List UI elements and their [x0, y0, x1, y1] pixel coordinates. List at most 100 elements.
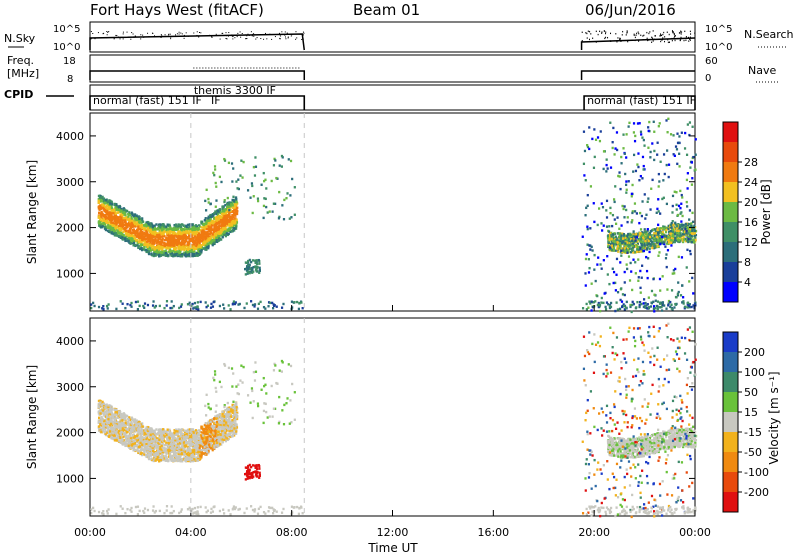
power-cell [617, 250, 620, 253]
power-cell [235, 221, 239, 224]
y-tick-label: 3000 [56, 176, 84, 189]
power-cell [676, 232, 679, 235]
power-cell [682, 240, 685, 244]
power-cell [167, 244, 170, 247]
power-cell [155, 235, 158, 238]
power-cell [131, 219, 134, 222]
power-cell [128, 229, 131, 233]
cpid-segment-label: normal (fast) 151 IF [587, 94, 696, 107]
power-cell [153, 246, 156, 249]
power-cell [109, 222, 112, 226]
y-tick-label: 2000 [56, 222, 84, 235]
power-cell [692, 155, 695, 159]
power-cell [183, 226, 187, 229]
power-cell [164, 246, 167, 249]
power-cell [199, 234, 202, 238]
power-cell [628, 235, 631, 238]
power-cell [225, 210, 228, 213]
power-cell [264, 307, 267, 310]
power-cell [135, 217, 138, 221]
power-cell [609, 301, 613, 305]
power-cell [213, 165, 217, 168]
power-cell [225, 224, 228, 228]
nsearch-noise [588, 38, 590, 41]
power-cell [282, 302, 285, 306]
power-cell [607, 244, 610, 248]
power-cell [251, 259, 255, 262]
power-cell [231, 198, 234, 202]
power-scatter [90, 117, 698, 314]
nsearch-noise [674, 35, 676, 37]
power-cell [657, 240, 660, 244]
power-cell [643, 228, 646, 231]
power-cell [145, 249, 148, 252]
power-cell [149, 238, 152, 241]
velocity-cell [163, 443, 167, 447]
power-cell [153, 306, 156, 309]
power-cell [114, 206, 117, 209]
power-cell [687, 304, 691, 307]
power-cell [654, 230, 657, 233]
power-cell [175, 252, 179, 256]
power-cell [629, 305, 632, 309]
power-cell [230, 222, 233, 226]
power-cell [252, 165, 255, 169]
power-cell [151, 239, 155, 243]
power-cell [590, 309, 593, 312]
power-cell [193, 239, 197, 242]
power-cell [653, 243, 656, 246]
power-cell [584, 257, 588, 261]
power-cell [99, 212, 103, 215]
power-cell [643, 244, 646, 248]
power-cell [164, 251, 168, 255]
power-cell [129, 303, 132, 307]
nsearch-noise [680, 38, 682, 40]
power-cell [675, 302, 678, 306]
power-cell [585, 302, 588, 306]
power-cell [191, 223, 195, 226]
power-cell [607, 230, 611, 233]
power-cell [667, 304, 670, 307]
power-cell [652, 120, 655, 124]
power-cell [215, 185, 218, 188]
power-cell [584, 214, 587, 217]
power-cell [115, 307, 118, 311]
power-cell [228, 203, 231, 206]
nsky-noise [126, 31, 128, 33]
power-cell [125, 235, 128, 238]
power-cell [638, 303, 641, 307]
power-cell [199, 239, 202, 243]
power-cell [657, 243, 660, 246]
power-cell [606, 167, 609, 170]
power-cell [642, 305, 645, 309]
power-cell [185, 227, 188, 231]
power-cell [275, 176, 278, 180]
power-cell [620, 300, 624, 303]
power-cell [622, 237, 625, 240]
power-cell [146, 245, 149, 248]
nsearch-noise [689, 38, 691, 40]
power-cell [648, 247, 651, 250]
power-cell [672, 153, 675, 156]
nsky-noise [178, 31, 180, 33]
power-cell [594, 138, 598, 141]
power-cell [257, 302, 260, 306]
nsky-line [89, 33, 306, 51]
power-cell [656, 227, 659, 230]
power-cell [615, 131, 619, 134]
power-cell [110, 206, 113, 210]
power-cell [602, 150, 606, 153]
power-cell [193, 242, 196, 245]
power-cell [176, 227, 179, 231]
nsearch-noise [688, 40, 690, 42]
power-cell [291, 177, 294, 181]
freq-line [580, 70, 695, 80]
nsky-noise [241, 33, 243, 35]
power-cell [248, 267, 251, 270]
nsky-noise [170, 38, 172, 40]
nsearch-noise [610, 40, 612, 42]
power-cell [161, 223, 165, 226]
freq-frame [89, 54, 696, 83]
power-cell [150, 244, 153, 248]
power-cell [258, 262, 261, 265]
